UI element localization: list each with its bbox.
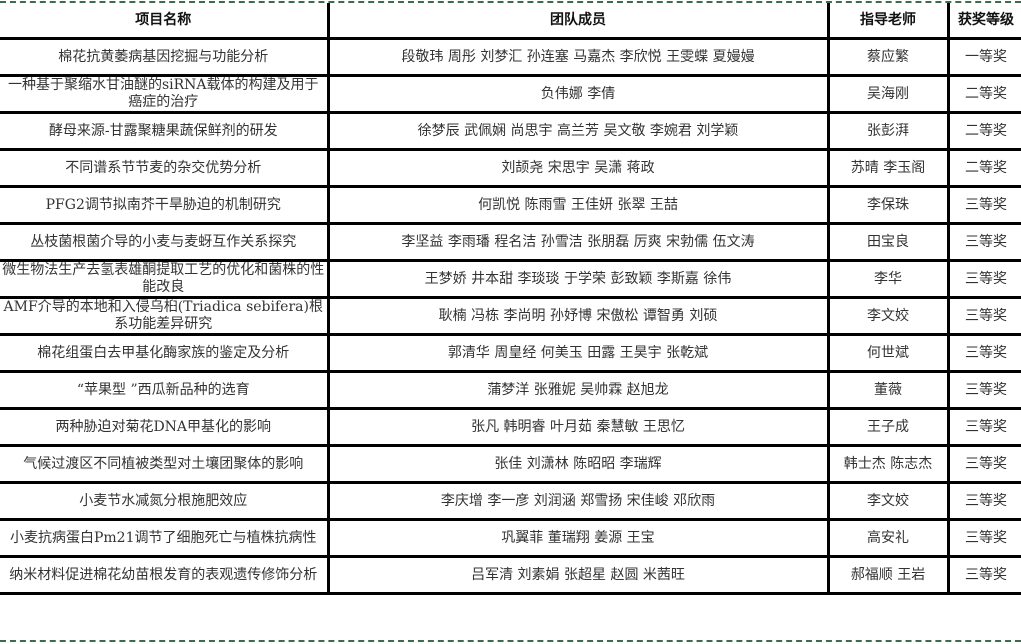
project-name-cell[interactable]: 气候过渡区不同植被类型对土壤团聚体的影响 [0, 444, 330, 484]
awards-table: 项目名称 团队成员 指导老师 获奖等级 棉花抗黄萎病基因挖掘与功能分析 段敬玮 周… [0, 3, 1021, 595]
project-name-cell[interactable]: 丛枝菌根菌介导的小麦与麦蚜互作关系探究 [0, 222, 330, 262]
team-members-cell[interactable]: 蒲梦洋 张雅妮 吴帅霖 赵旭龙 [326, 370, 830, 410]
team-members-cell[interactable]: 何凯悦 陈雨雪 王佳妍 张翠 王喆 [326, 185, 830, 225]
project-name-cell[interactable]: 小麦节水减氮分根施肥效应 [0, 481, 330, 521]
selection-border-top [0, 1, 1021, 3]
project-name-cell[interactable]: PFG2调节拟南芥干旱胁迫的机制研究 [0, 185, 330, 225]
header-row: 项目名称 团队成员 指导老师 获奖等级 [0, 3, 1021, 40]
award-level-cell[interactable]: 三等奖 [946, 444, 1021, 484]
advisor-cell[interactable]: 吴海刚 [826, 74, 950, 114]
team-members-cell[interactable]: 巩翼菲 董瑞翔 姜源 王宝 [326, 518, 830, 558]
award-level-cell[interactable]: 三等奖 [946, 259, 1021, 299]
award-level-cell[interactable]: 三等奖 [946, 518, 1021, 558]
project-name-cell[interactable]: “苹果型 ”西瓜新品种的选育 [0, 370, 330, 410]
advisor-cell[interactable]: 张彭湃 [826, 111, 950, 151]
award-level-cell[interactable]: 三等奖 [946, 370, 1021, 410]
award-level-cell[interactable]: 三等奖 [946, 185, 1021, 225]
advisor-cell[interactable]: 蔡应繁 [826, 37, 950, 77]
team-members-cell[interactable]: 张凡 韩明睿 叶月茹 秦慧敏 王思忆 [326, 407, 830, 447]
advisor-cell[interactable]: 高安礼 [826, 518, 950, 558]
table-row: 丛枝菌根菌介导的小麦与麦蚜互作关系探究 李坚益 李雨璠 程名洁 孙雪洁 张朋磊 厉… [0, 222, 1021, 262]
advisor-cell[interactable]: 王子成 [826, 407, 950, 447]
table-row: 小麦节水减氮分根施肥效应 李庆增 李一彦 刘润涵 郑雪扬 宋佳峻 邓欣雨 李文姣 三等… [0, 481, 1021, 521]
header-advisor: 指导老师 [826, 3, 950, 40]
award-level-cell[interactable]: 三等奖 [946, 481, 1021, 521]
team-members-cell[interactable]: 刘颉尧 宋思宇 吴潇 蒋政 [326, 148, 830, 188]
table-row: 一种基于聚缩水甘油醚的siRNA载体的构建及用于癌症的治疗 负伟娜 李倩 吴海刚 二等… [0, 74, 1021, 114]
table-row: 酵母来源-甘露聚糖果蔬保鲜剂的研发 徐梦辰 武佩娴 尚思宇 高兰芳 吴文敬 李婉君… [0, 111, 1021, 151]
team-members-cell[interactable]: 李坚益 李雨璠 程名洁 孙雪洁 张朋磊 厉爽 宋勃儒 伍文涛 [326, 222, 830, 262]
advisor-cell[interactable]: 何世斌 [826, 333, 950, 373]
project-name-cell[interactable]: AMF介导的本地和入侵乌桕(Triadica sebifera)根系功能差异研究 [0, 296, 330, 336]
team-members-cell[interactable]: 耿楠 冯栋 李尚明 孙妤博 宋傲松 谭智勇 刘硕 [326, 296, 830, 336]
advisor-cell[interactable]: 李文姣 [826, 481, 950, 521]
table-row: PFG2调节拟南芥干旱胁迫的机制研究 何凯悦 陈雨雪 王佳妍 张翠 王喆 李保珠 三等… [0, 185, 1021, 225]
award-level-cell[interactable]: 三等奖 [946, 296, 1021, 336]
team-members-cell[interactable]: 段敬玮 周彤 刘梦汇 孙连塞 马嘉杰 李欣悦 王雯蝶 夏嫚嫚 [326, 37, 830, 77]
team-members-cell[interactable]: 张佳 刘潇林 陈昭昭 李瑞辉 [326, 444, 830, 484]
project-name-cell[interactable]: 棉花组蛋白去甲基化酶家族的鉴定及分析 [0, 333, 330, 373]
project-name-cell[interactable]: 小麦抗病蛋白Pm21调节了细胞死亡与植株抗病性 [0, 518, 330, 558]
project-name-cell[interactable]: 棉花抗黄萎病基因挖掘与功能分析 [0, 37, 330, 77]
award-level-cell[interactable]: 三等奖 [946, 333, 1021, 373]
team-members-cell[interactable]: 王梦娇 井本甜 李琰琰 于学荣 彭致颖 李斯嘉 徐伟 [326, 259, 830, 299]
table-row: 不同谱系节节麦的杂交优势分析 刘颉尧 宋思宇 吴潇 蒋政 苏晴 李玉阁 二等奖 [0, 148, 1021, 188]
award-level-cell[interactable]: 三等奖 [946, 407, 1021, 447]
team-members-cell[interactable]: 李庆增 李一彦 刘润涵 郑雪扬 宋佳峻 邓欣雨 [326, 481, 830, 521]
team-members-cell[interactable]: 负伟娜 李倩 [326, 74, 830, 114]
project-name-cell[interactable]: 一种基于聚缩水甘油醚的siRNA载体的构建及用于癌症的治疗 [0, 74, 330, 114]
header-team-members: 团队成员 [326, 3, 830, 40]
table-row: 棉花组蛋白去甲基化酶家族的鉴定及分析 郭清华 周皇经 何美玉 田露 王昊宇 张乾斌… [0, 333, 1021, 373]
selection-border-bottom [0, 640, 1021, 642]
project-name-cell[interactable]: 两种胁迫对菊花DNA甲基化的影响 [0, 407, 330, 447]
table-row: 小麦抗病蛋白Pm21调节了细胞死亡与植株抗病性 巩翼菲 董瑞翔 姜源 王宝 高安礼三… [0, 518, 1021, 558]
advisor-cell[interactable]: 董薇 [826, 370, 950, 410]
project-name-cell[interactable]: 酵母来源-甘露聚糖果蔬保鲜剂的研发 [0, 111, 330, 151]
advisor-cell[interactable]: 李文姣 [826, 296, 950, 336]
header-project-name: 项目名称 [0, 3, 330, 40]
table-row: 棉花抗黄萎病基因挖掘与功能分析 段敬玮 周彤 刘梦汇 孙连塞 马嘉杰 李欣悦 王雯… [0, 37, 1021, 77]
project-name-cell[interactable]: 纳米材料促进棉花幼苗根发育的表观遗传修饰分析 [0, 555, 330, 595]
award-level-cell[interactable]: 三等奖 [946, 555, 1021, 595]
advisor-cell[interactable]: 田宝良 [826, 222, 950, 262]
award-level-cell[interactable]: 二等奖 [946, 74, 1021, 114]
table-row: “苹果型 ”西瓜新品种的选育 蒲梦洋 张雅妮 吴帅霖 赵旭龙 董薇 三等奖 [0, 370, 1021, 410]
advisor-cell[interactable]: 李华 [826, 259, 950, 299]
advisor-cell[interactable]: 郝福顺 王岩 [826, 555, 950, 595]
advisor-cell[interactable]: 苏晴 李玉阁 [826, 148, 950, 188]
table-body: 棉花抗黄萎病基因挖掘与功能分析 段敬玮 周彤 刘梦汇 孙连塞 马嘉杰 李欣悦 王雯… [0, 37, 1021, 595]
header-award-level: 获奖等级 [946, 3, 1021, 40]
award-level-cell[interactable]: 二等奖 [946, 111, 1021, 151]
table-row: AMF介导的本地和入侵乌桕(Triadica sebifera)根系功能差异研究… [0, 296, 1021, 336]
advisor-cell[interactable]: 李保珠 [826, 185, 950, 225]
advisor-cell[interactable]: 韩士杰 陈志杰 [826, 444, 950, 484]
table-row: 两种胁迫对菊花DNA甲基化的影响 张凡 韩明睿 叶月茹 秦慧敏 王思忆 王子成 三等奖 [0, 407, 1021, 447]
award-level-cell[interactable]: 三等奖 [946, 222, 1021, 262]
award-level-cell[interactable]: 一等奖 [946, 37, 1021, 77]
table-row: 纳米材料促进棉花幼苗根发育的表观遗传修饰分析 吕军清 刘素娟 张超星 赵圆 米茜旺… [0, 555, 1021, 595]
team-members-cell[interactable]: 郭清华 周皇经 何美玉 田露 王昊宇 张乾斌 [326, 333, 830, 373]
team-members-cell[interactable]: 吕军清 刘素娟 张超星 赵圆 米茜旺 [326, 555, 830, 595]
table-row: 微生物法生产去氢表雄酮提取工艺的优化和菌株的性能改良 王梦娇 井本甜 李琰琰 于学… [0, 259, 1021, 299]
table-row: 气候过渡区不同植被类型对土壤团聚体的影响 张佳 刘潇林 陈昭昭 李瑞辉 韩士杰 陈志… [0, 444, 1021, 484]
project-name-cell[interactable]: 微生物法生产去氢表雄酮提取工艺的优化和菌株的性能改良 [0, 259, 330, 299]
award-level-cell[interactable]: 二等奖 [946, 148, 1021, 188]
project-name-cell[interactable]: 不同谱系节节麦的杂交优势分析 [0, 148, 330, 188]
team-members-cell[interactable]: 徐梦辰 武佩娴 尚思宇 高兰芳 吴文敬 李婉君 刘学颖 [326, 111, 830, 151]
